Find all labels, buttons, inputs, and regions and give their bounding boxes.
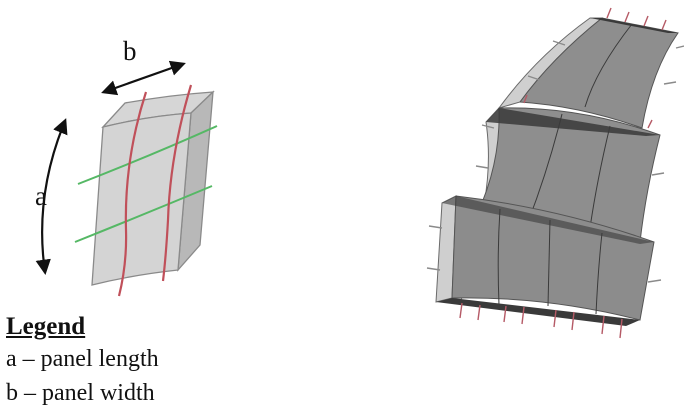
single-panel: a b — [35, 36, 218, 297]
assembly-panel-bottom — [426, 195, 662, 339]
rebar-green-upper — [77, 125, 218, 185]
legend-item-a: a – panel length — [6, 346, 159, 372]
rebar-green-lower — [74, 185, 213, 243]
dimension-arrow-a — [35, 118, 68, 276]
rebar-red-right — [161, 84, 193, 282]
legend-title: Legend — [6, 313, 86, 340]
dimension-arrow-b — [101, 60, 186, 96]
dimension-label-a: a — [35, 181, 47, 211]
legend: Legend a – panel length b – panel width — [6, 312, 159, 410]
rebar-red-left — [117, 91, 148, 297]
wall-assembly — [426, 7, 684, 339]
assembly-panel-top — [497, 7, 684, 129]
legend-item-b: b – panel width — [6, 380, 155, 406]
panel-front-face — [91, 112, 192, 286]
dimension-label-b: b — [123, 36, 137, 66]
